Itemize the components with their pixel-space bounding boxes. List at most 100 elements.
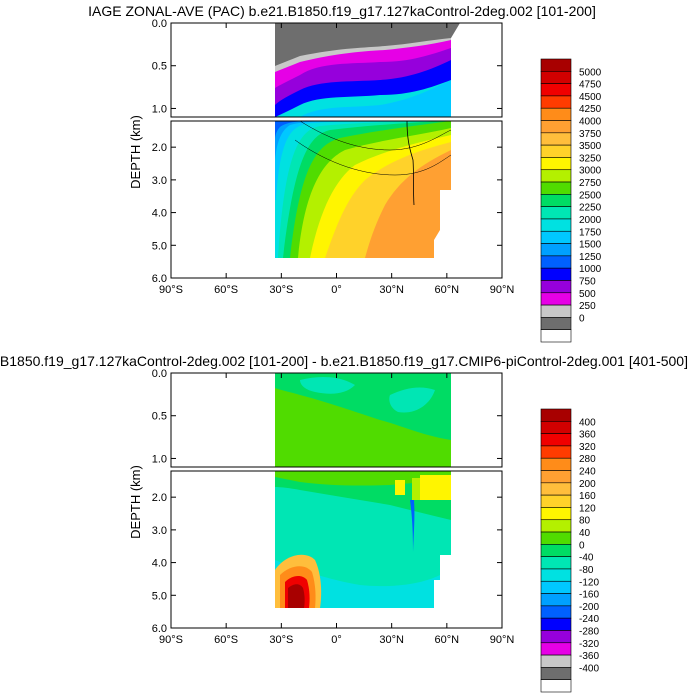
contour-dip-40n <box>406 120 415 206</box>
x-tick-label: 90°N <box>490 284 515 296</box>
colorbar-label: -160 <box>579 590 599 601</box>
y-tick-label: 0.5 <box>152 411 167 423</box>
colorbar-swatch <box>540 630 572 644</box>
y-tick-label: 6.0 <box>152 623 167 635</box>
contour-line <box>294 139 452 176</box>
colorbar-swatch <box>540 157 572 171</box>
bottom-step-mask <box>434 555 451 608</box>
y-tick-label: 4.0 <box>152 558 167 570</box>
colorbar-swatch <box>540 667 572 680</box>
x-tick-label: 90°S <box>159 284 183 296</box>
chart-title: .B1850.f19_g17.127kaControl-2deg.002 [10… <box>0 353 688 369</box>
colorbar-label: 2500 <box>579 190 602 201</box>
colorbar-label: 2000 <box>579 215 602 226</box>
colorbar-swatch <box>540 445 572 459</box>
chart-title: IAGE ZONAL-AVE (PAC) b.e21.B1850.f19_g17… <box>88 3 596 19</box>
colorbar-swatch <box>540 494 572 508</box>
colorbar-label: 320 <box>579 442 596 453</box>
x-tick-label: 0° <box>331 634 342 646</box>
colorbar-label: 4500 <box>579 92 602 103</box>
colorbar-swatch <box>540 433 572 447</box>
colorbar-label: 40 <box>579 528 591 539</box>
colorbar-label: 2250 <box>579 203 602 214</box>
colorbar-label: 0 <box>579 313 585 324</box>
colorbar-label: -400 <box>579 663 599 674</box>
y-tick-label: 5.0 <box>152 590 167 602</box>
chart-iage-control: IAGE ZONAL-AVE (PAC) b.e21.B1850.f19_g17… <box>88 3 602 343</box>
colorbar-swatch <box>540 654 572 668</box>
colorbar-label: 200 <box>579 479 596 490</box>
colorbar-label: 3250 <box>579 153 602 164</box>
colorbar-label: 3750 <box>579 129 602 140</box>
colorbar-swatch <box>540 519 572 533</box>
upper-panel <box>170 22 503 118</box>
y-tick-label: 3.0 <box>152 525 167 537</box>
y-tick-label: 4.0 <box>152 208 167 220</box>
colorbar-label: -280 <box>579 626 599 637</box>
colorbar-swatch <box>540 83 572 97</box>
colorbar-label: -320 <box>579 639 599 650</box>
contour-band-minus-40 <box>300 377 435 413</box>
contour-band-1750 <box>275 23 451 117</box>
contour-band-40 <box>275 471 451 486</box>
colorbar-swatch <box>540 206 572 220</box>
colorbar-label: 4750 <box>579 80 602 91</box>
colorbar-swatch <box>540 120 572 134</box>
x-tick-label: 0° <box>331 284 342 296</box>
colorbar-label: 240 <box>579 467 596 478</box>
colorbar-swatch <box>540 280 572 294</box>
colorbar-label: -120 <box>579 577 599 588</box>
axes: 90°S 60°S 30°S 0° 30°N 60°N 90°N 0.0 0.5 1.0 2.0 3.… <box>152 18 515 296</box>
bottom-step-mask <box>434 190 451 258</box>
colorbar-label: 750 <box>579 276 596 287</box>
colorbar-swatch <box>540 568 572 582</box>
colorbar-swatch <box>540 556 572 570</box>
colorbar-label: 2750 <box>579 178 602 189</box>
colorbar-label: 360 <box>579 430 596 441</box>
x-tick-label: 30°N <box>379 634 404 646</box>
colorbar-label: -200 <box>579 602 599 613</box>
contour-band-120 <box>395 475 451 500</box>
y-tick-label: 1.0 <box>152 453 167 465</box>
x-tick-label: 90°S <box>159 634 183 646</box>
contour-band-1000 <box>275 121 310 140</box>
x-tick-label: 30°S <box>269 634 293 646</box>
lower-panel <box>170 470 503 629</box>
colorbar-swatch <box>540 617 572 631</box>
colorbar-label: 500 <box>579 289 596 300</box>
colorbar-label: -360 <box>579 651 599 662</box>
colorbar-label: -40 <box>579 553 594 564</box>
colorbar-label: 400 <box>579 417 596 428</box>
contour-band-0 <box>275 23 460 66</box>
y-tick-label: 5.0 <box>152 240 167 252</box>
colorbar-swatch <box>540 507 572 521</box>
colorbar-label: 1750 <box>579 227 602 238</box>
colorbar-swatch <box>540 194 572 207</box>
colorbar: 5000475045004250400037503500325030002750… <box>540 58 602 343</box>
colorbar-label: 4250 <box>579 104 602 115</box>
colorbar-swatch <box>540 58 572 72</box>
x-tick-label: 30°S <box>269 284 293 296</box>
colorbar-swatch <box>540 642 572 656</box>
colorbar-label: 1250 <box>579 252 602 263</box>
colorbar-swatch <box>540 544 572 557</box>
colorbar-swatch <box>540 95 572 109</box>
x-tick-label: 60°N <box>435 284 460 296</box>
colorbar: 40036032028024020016012080400-40-80-120-… <box>540 408 599 693</box>
colorbar-label: 80 <box>579 516 591 527</box>
y-tick-label: 0.0 <box>152 368 167 380</box>
axes: 90°S 60°S 30°S 0° 30°N 60°N 90°N 0.0 0.5 1.0 2.0 3.… <box>152 368 515 646</box>
colorbar-swatch <box>540 679 572 693</box>
contour-band-deep-anomaly-400 <box>288 584 305 608</box>
colorbar-swatch <box>540 593 572 607</box>
chart-iage-difference: .B1850.f19_g17.127kaControl-2deg.002 [10… <box>0 353 688 693</box>
colorbar-swatch <box>540 107 572 121</box>
colorbar-swatch <box>540 470 572 484</box>
colorbar-swatch <box>540 132 572 146</box>
x-tick-label: 30°N <box>379 284 404 296</box>
colorbar-swatch <box>540 408 572 422</box>
colorbar-label: 160 <box>579 491 596 502</box>
colorbar-swatch <box>540 482 572 496</box>
colorbar-label: 4000 <box>579 117 602 128</box>
x-tick-label: 60°N <box>435 634 460 646</box>
